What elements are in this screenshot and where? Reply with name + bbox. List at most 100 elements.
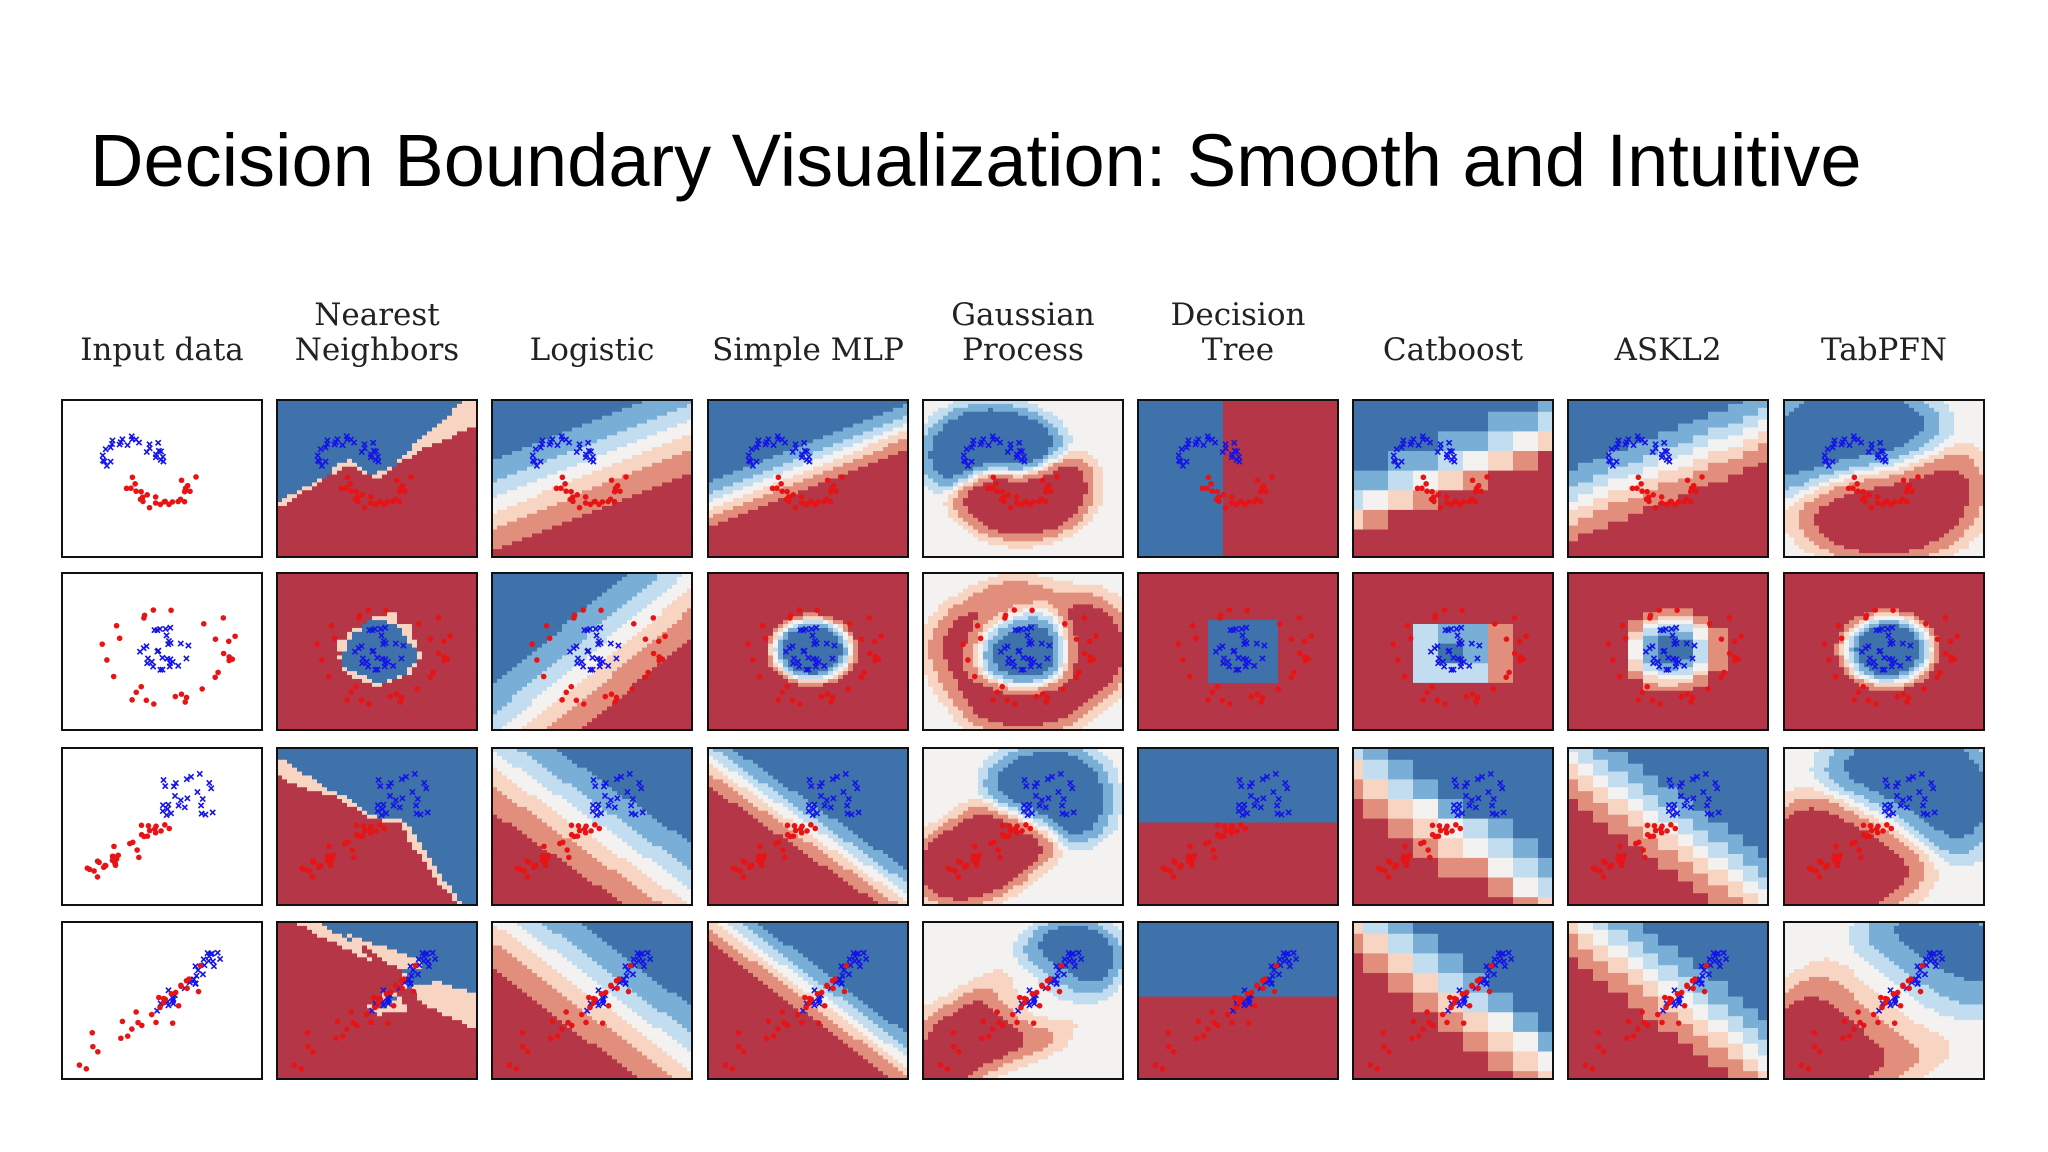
boundary-cell <box>878 451 884 456</box>
boundary-cell <box>432 403 438 409</box>
boundary-cell <box>562 403 568 409</box>
boundary-cell <box>417 439 423 444</box>
boundary-cell <box>542 498 548 503</box>
boundary-cell <box>798 553 804 557</box>
boundary-cell <box>437 470 443 476</box>
boundary-cell <box>878 517 884 523</box>
data-point-x <box>318 462 326 469</box>
boundary-cell <box>307 454 313 460</box>
boundary-cell <box>672 537 678 542</box>
boundary-cell <box>527 458 533 464</box>
boundary-cell <box>738 423 744 429</box>
boundary-cell <box>818 443 824 448</box>
boundary-cell <box>307 509 313 515</box>
boundary-cell <box>803 549 809 554</box>
boundary-cell <box>677 454 683 460</box>
boundary-cell <box>863 533 869 538</box>
boundary-cell <box>647 427 653 432</box>
boundary-cell <box>527 486 533 491</box>
data-point-x <box>370 439 377 446</box>
boundary-cell <box>402 549 408 554</box>
boundary-cell <box>763 478 769 484</box>
boundary-cell <box>552 502 558 507</box>
boundary-cell <box>462 419 468 425</box>
boundary-cell <box>893 509 899 515</box>
boundary-cell <box>627 505 633 511</box>
boundary-cell <box>788 439 794 444</box>
boundary-cell <box>667 521 673 527</box>
boundary-cell <box>592 541 598 546</box>
boundary-cell <box>818 400 824 405</box>
boundary-cell <box>838 407 844 413</box>
boundary-cell <box>803 454 809 460</box>
boundary-cell <box>893 513 899 519</box>
boundary-cell <box>392 502 398 507</box>
boundary-cell <box>723 498 729 503</box>
boundary-cell <box>442 549 448 554</box>
data-point-dot <box>184 482 191 489</box>
boundary-cell <box>342 415 348 421</box>
boundary-cell <box>768 462 774 468</box>
boundary-cell <box>667 498 673 503</box>
boundary-cell <box>527 435 533 440</box>
boundary-cell <box>417 486 423 491</box>
boundary-cell <box>657 458 663 464</box>
boundary-cell <box>422 521 428 527</box>
boundary-cell <box>492 541 498 546</box>
boundary-cell <box>397 529 403 535</box>
boundary-cell <box>748 400 754 405</box>
boundary-cell <box>672 521 678 527</box>
boundary-cell <box>307 478 313 484</box>
boundary-cell <box>377 490 383 495</box>
boundary-cell <box>472 458 477 464</box>
boundary-cell <box>667 517 673 523</box>
boundary-cell <box>442 431 448 436</box>
boundary-cell <box>582 474 588 480</box>
boundary-cell <box>898 490 904 495</box>
boundary-cell <box>763 458 769 464</box>
boundary-cell <box>667 533 673 538</box>
boundary-cell <box>662 513 668 519</box>
boundary-cell <box>512 474 518 480</box>
boundary-cell <box>502 458 508 464</box>
boundary-cell <box>507 498 513 503</box>
boundary-cell <box>467 553 473 557</box>
boundary-cell <box>572 521 578 527</box>
data-point-x <box>554 441 561 449</box>
boundary-cell <box>718 466 724 472</box>
boundary-cell <box>442 513 448 519</box>
boundary-cell <box>387 533 393 538</box>
boundary-cell <box>572 431 578 436</box>
boundary-cell <box>577 400 583 405</box>
boundary-cell <box>552 553 558 557</box>
boundary-cell <box>372 486 378 491</box>
boundary-cell <box>282 529 288 535</box>
boundary-cell <box>462 533 468 538</box>
boundary-cell <box>542 549 548 554</box>
boundary-cell <box>883 415 889 421</box>
boundary-cell <box>843 407 849 413</box>
data-point-dot <box>140 498 146 505</box>
data-point-x <box>314 457 322 464</box>
boundary-cell <box>282 525 288 531</box>
boundary-cell <box>853 458 859 464</box>
boundary-cell <box>708 439 714 444</box>
boundary-cell <box>838 470 844 476</box>
boundary-cell <box>332 470 338 476</box>
boundary-cell <box>843 403 849 409</box>
data-point-dot <box>393 477 400 484</box>
boundary-cell <box>442 498 448 503</box>
boundary-cell <box>427 541 433 546</box>
boundary-cell <box>567 462 573 468</box>
boundary-cell <box>592 529 598 535</box>
boundary-cell <box>617 537 623 542</box>
boundary-cell <box>302 439 308 444</box>
boundary-cell <box>457 517 463 523</box>
boundary-cell <box>798 462 804 468</box>
boundary-cell <box>437 517 443 523</box>
boundary-cell <box>627 427 633 432</box>
boundary-cell <box>873 423 879 429</box>
boundary-cell <box>512 419 518 425</box>
boundary-cell <box>672 545 678 550</box>
boundary-cell <box>312 447 318 452</box>
